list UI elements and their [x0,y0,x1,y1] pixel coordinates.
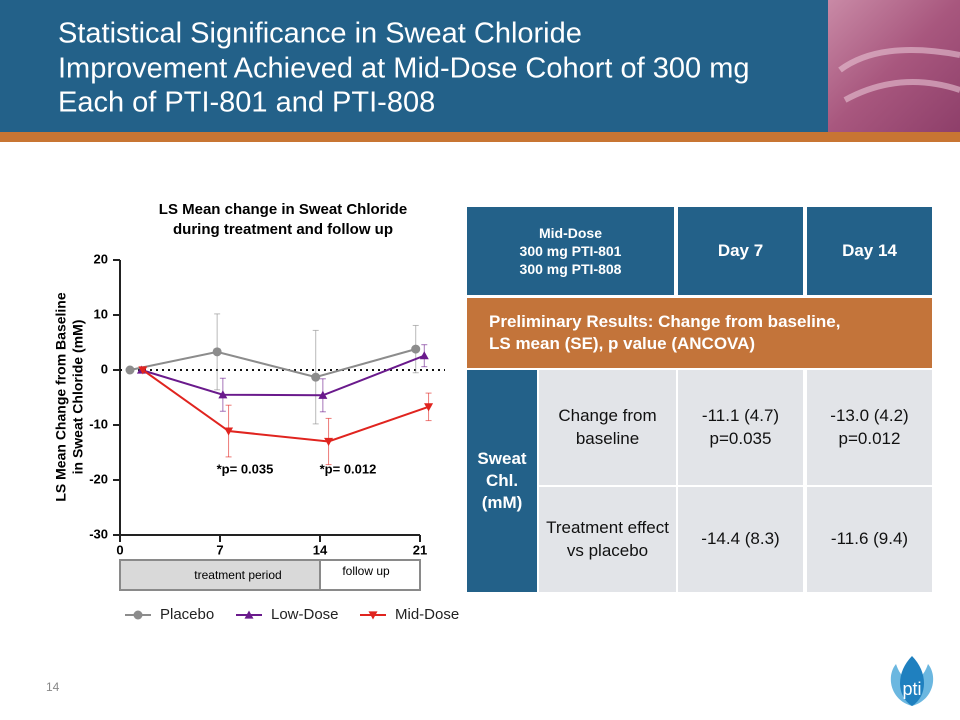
y-tick-label: 20 [94,251,108,266]
cell-text: -14.4 (8.3) [701,529,780,549]
page-number: 14 [46,680,60,694]
cell-text: Treatment effect [546,518,669,538]
y-tick-label: 10 [94,306,108,321]
results-table: Mid-Dose 300 mg PTI-801 300 mg PTI-808 Day … [467,207,932,592]
cell-text: vs placebo [566,540,649,560]
cell-text: -11.1 (4.7) [701,406,780,426]
marker [311,372,321,382]
table-header: Day 14 [807,207,932,295]
row-group: Sweat Chl. (mM) [467,370,537,592]
table-band: Preliminary Results: Change from baselin… [467,298,932,368]
cell-text: Day 14 [842,240,897,260]
period-label: follow up [342,564,390,578]
y-axis-label: in Sweat Chloride (mM) [70,320,86,475]
cell-text: Day 7 [717,240,764,260]
legend-label: Mid-Dose [395,606,459,623]
y-tick-label: -20 [89,471,108,486]
cell-text: Chl. [485,470,519,490]
marker [218,390,228,399]
x-tick-label: 21 [413,542,427,557]
cell-text: Preliminary Results: Change from baselin… [489,311,841,331]
cell-text: 300 mg PTI-808 [519,261,622,278]
table-header: Mid-Dose 300 mg PTI-801 300 mg PTI-808 [467,207,674,295]
table-cell: Treatment effect vs placebo [539,487,676,592]
slide-title: Each of PTI-801 and PTI-808 [58,87,435,119]
cell-text: -11.6 (9.4) [830,529,909,549]
x-tick-label: 0 [116,542,123,557]
annotation: *p= 0.035 [217,461,274,476]
marker [411,344,421,354]
table-cell: -14.4 (8.3) [678,487,803,592]
series-line [141,354,425,397]
chart-title: during treatment and follow up [173,221,393,238]
y-axis-label: LS Mean Change from Baseline [53,292,69,501]
cell-text: -13.0 (4.2) [830,406,909,426]
logo: pti [890,656,934,706]
series-line [129,348,416,379]
cell-text: 300 mg PTI-801 [519,242,622,259]
series [125,313,421,425]
marker [212,347,222,357]
x-tick-label: 7 [216,542,223,557]
cell-text: p=0.012 [838,428,901,448]
marker [424,403,434,412]
logo-petal [900,656,924,706]
y-tick-label: 0 [101,361,108,376]
cell-text: Change from [558,406,657,426]
marker [244,610,254,619]
period-box [119,559,321,591]
slide-title: Statistical Significance in Sweat Chlori… [58,18,582,50]
legend-label: Placebo [160,606,214,623]
chart-title: LS Mean change in Sweat Chloride [159,201,407,218]
marker [224,427,234,436]
table-header: Day 7 [678,207,803,295]
logo-text: pti [902,679,921,699]
cell-text: p=0.035 [709,428,772,448]
header-rule [0,132,960,142]
table-cell: -13.0 (4.2) p=0.012 [807,370,932,485]
marker [138,366,148,375]
y-tick-label: -30 [89,526,108,541]
cell-text: baseline [575,428,640,448]
series-line [142,369,429,443]
y-tick-label: -10 [89,416,108,431]
table-cell: Change from baseline [539,370,676,485]
marker [133,610,143,620]
series [136,344,429,413]
series [138,366,434,466]
slide-title: Improvement Achieved at Mid-Dose Cohort … [58,53,750,85]
marker [368,611,378,620]
table-cell: -11.6 (9.4) [807,487,932,592]
marker [318,390,328,399]
marker [419,351,429,360]
header-band [0,0,960,132]
cell-text: (mM) [481,493,523,513]
header-image-texture [838,47,960,103]
period-label: treatment period [194,568,281,582]
annotation: *p= 0.012 [320,461,377,476]
table-cell: -11.1 (4.7) p=0.035 [678,370,803,485]
cell-text: Sweat [477,448,527,468]
cell-text: Mid-Dose [539,224,602,241]
cell-text: LS mean (SE), p value (ANCOVA) [489,334,756,353]
period-box [319,559,421,591]
legend-label: Low-Dose [271,606,339,623]
marker [125,365,135,375]
marker [324,437,334,446]
x-tick-label: 14 [313,542,328,557]
